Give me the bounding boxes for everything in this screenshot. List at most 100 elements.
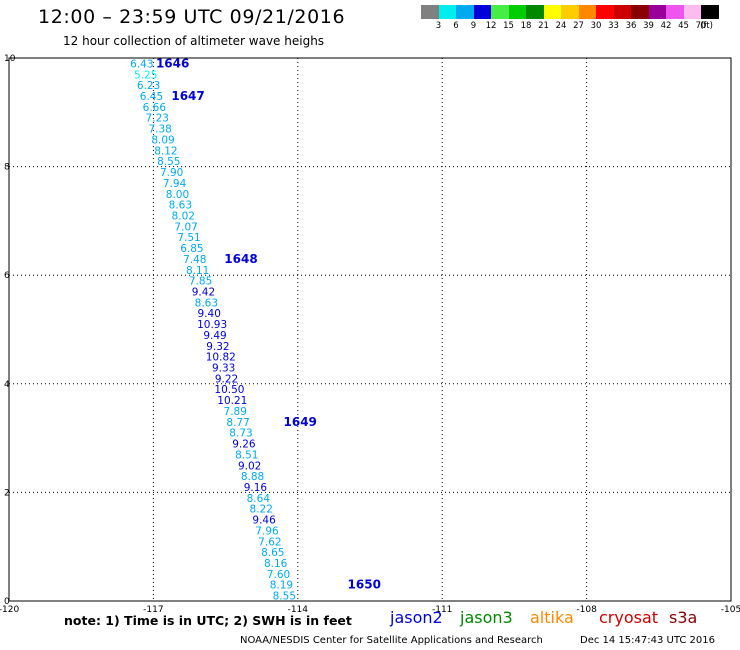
x-tick-label: -114 [288,605,309,615]
wave-height-label: 8.11 [186,265,209,277]
wave-height-label: 8.51 [235,449,258,461]
wave-height-label: 9.32 [206,341,229,353]
x-tick-label: -117 [143,605,163,615]
y-tick-label: 2 [4,488,10,498]
wave-height-label: 6.66 [143,102,167,114]
colorbar-swatch [648,5,666,19]
legend-jason2: jason2 [390,608,443,627]
colorbar-tick-label: 3 [435,21,442,31]
wave-height-label: 10.82 [206,352,236,364]
colorbar-swatch [701,5,719,19]
wave-height-label: 10.50 [214,384,244,396]
time-label: 1648 [224,252,257,266]
wave-height-label: 7.38 [148,124,171,136]
y-tick-label: 8 [4,163,10,173]
time-label: 1646 [156,56,189,70]
legend-s3a: s3a [669,608,698,627]
wave-height-label: 7.89 [224,406,247,418]
y-tick-label: 4 [4,380,10,390]
colorbar-swatch [421,5,439,19]
colorbar-tick-label: 70 [695,21,707,31]
colorbar-tick-label: 18 [520,21,532,31]
colorbar-swatch [631,5,649,19]
colorbar-swatch [683,5,701,19]
wave-height-label: 7.07 [174,221,197,233]
x-tick-label: -120 [0,605,19,615]
wave-height-label: 7.96 [255,525,279,537]
colorbar-swatch [508,5,526,19]
wave-height-label: 8.77 [226,417,249,429]
chart-title: 12:00 – 23:59 UTC 09/21/2016 [38,6,346,28]
colorbar-tick-label: 27 [573,21,584,31]
wave-height-label: 8.65 [261,547,284,559]
wave-height-label: 8.63 [195,297,218,309]
colorbar-swatch [438,5,456,19]
y-tick-label: 6 [4,271,10,281]
colorbar-tick-label: 33 [608,21,619,31]
colorbar-swatch [613,5,631,19]
colorbar-tick-label: 6 [453,21,459,31]
wave-height-label: 9.33 [212,363,235,375]
wave-height-label: 8.22 [250,504,273,516]
colorbar-swatch [578,5,596,19]
wave-height-label: 6.23 [137,80,160,92]
colorbar-swatch [596,5,614,19]
legend-altika: altika [530,608,574,627]
wave-height-label: 8.02 [172,210,195,222]
wave-height-label: 8.63 [169,200,192,212]
wave-height-label: 8.64 [247,493,271,505]
time-label: 1647 [171,89,204,103]
credit-line: NOAA/NESDIS Center for Satellite Applica… [240,635,543,646]
colorbar-swatch [491,5,509,19]
wave-height-label: 9.49 [203,330,226,342]
wave-height-label: 6.43 [130,58,153,70]
colorbar-swatch [526,5,544,19]
wave-height-label: 8.09 [151,134,174,146]
colorbar-tick-label: 21 [538,21,549,31]
colorbar-swatch [666,5,684,19]
chart-subtitle: 12 hour collection of altimeter wave hei… [63,34,325,48]
wave-height-label: 9.46 [252,515,276,527]
time-label: 1650 [348,578,381,592]
colorbar-swatch [473,5,491,19]
colorbar-tick-label: 39 [643,21,654,31]
wave-height-label: 7.62 [258,536,281,548]
y-tick-label: 10 [4,54,16,64]
wave-height-label: 8.12 [154,145,177,157]
wave-height-label: 8.00 [166,189,189,201]
colorbar-labels: 3 6 9 12 15 18 21 24 27 30 33 36 39 42 45 70 (ft) [421,21,740,33]
wave-height-label: 8.55 [273,591,296,603]
colorbar-swatch [543,5,561,19]
wave-height-label: 7.60 [267,569,290,581]
wave-height-label: 5.25 [134,69,157,81]
colorbar-tick-label: 24 [555,21,567,31]
generated-date: Dec 14 15:47:43 UTC 2016 [580,635,715,646]
time-label: 1649 [284,415,317,429]
wave-height-label: 7.48 [183,254,206,266]
wave-height-label: 9.26 [232,439,256,451]
wave-height-label: 7.90 [160,167,183,179]
wave-height-label: 6.85 [180,243,203,255]
plot-frame [8,57,732,602]
x-tick-label: -108 [576,605,597,615]
y-tick-label: 0 [4,597,10,607]
colorbar-legend [421,5,719,19]
wave-height-label: 10.21 [217,395,247,407]
wave-height-label: 7.85 [189,276,212,288]
wave-height-label: 8.55 [157,156,180,168]
wave-height-label: 7.51 [177,232,200,244]
wave-height-label: 9.02 [238,460,261,472]
colorbar-swatch [561,5,579,19]
wave-height-label: 9.42 [192,286,215,298]
wave-height-label: 6.45 [140,91,163,103]
colorbar-tick-label: 42 [660,21,672,31]
x-tick-label: -105 [721,605,740,615]
wave-height-label: 8.16 [264,558,288,570]
wave-height-label: 9.16 [244,482,268,494]
colorbar-tick-label: 36 [625,21,637,31]
footnote: note: 1) Time is in UTC; 2) SWH is in fe… [64,613,352,628]
colorbar-tick-label: 12 [485,21,497,31]
colorbar-tick-label: 45 [678,21,689,31]
colorbar-tick-label: 30 [590,21,602,31]
